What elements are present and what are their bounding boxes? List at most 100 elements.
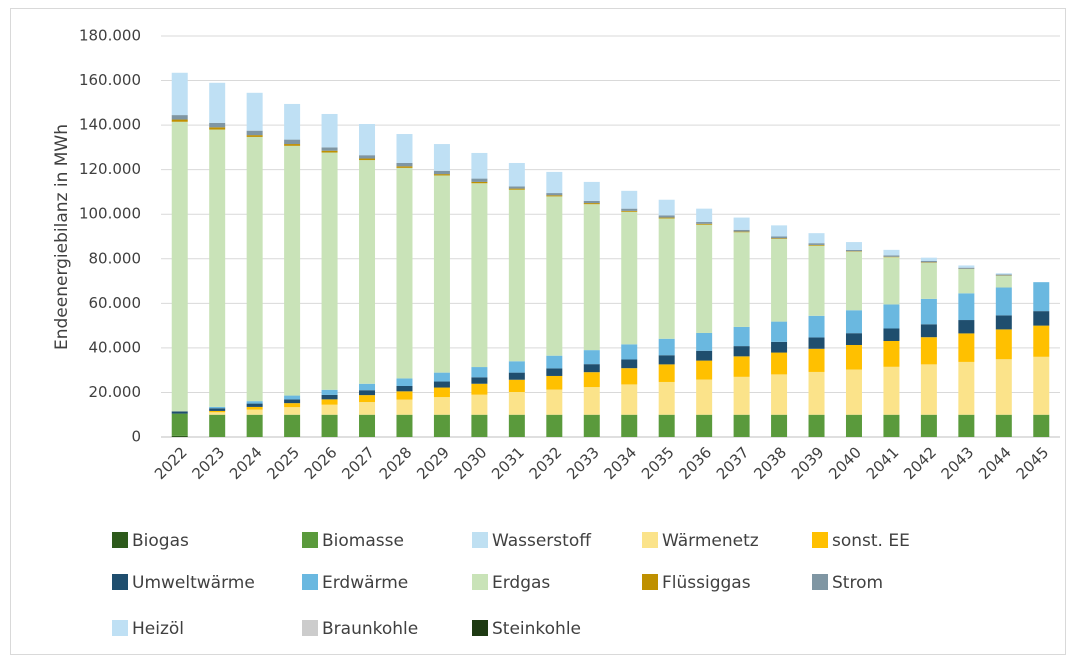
bar-segment — [920, 414, 937, 437]
bar-segment — [958, 361, 975, 415]
legend-label: Biomasse — [322, 531, 404, 551]
bar-segment — [808, 315, 825, 338]
bar-segment — [658, 215, 675, 218]
bar-segment — [658, 414, 675, 437]
legend-label: Biogas — [132, 531, 189, 551]
bar-segment — [396, 385, 413, 392]
bar-segment — [209, 414, 226, 437]
bar-segment — [621, 211, 638, 345]
bar-segment — [359, 155, 376, 159]
bar-segment — [1033, 311, 1050, 326]
bar-segment — [433, 372, 450, 382]
bar-segment — [845, 251, 862, 311]
bar-segment — [958, 269, 975, 294]
bar-segment — [733, 229, 750, 232]
bar-segment — [359, 395, 376, 403]
bar-segment — [508, 372, 525, 380]
bar-segment — [696, 350, 713, 361]
bar-segment — [209, 127, 226, 130]
bar-segment — [658, 355, 675, 365]
bar-segment — [883, 255, 900, 257]
bar-segment — [883, 328, 900, 341]
bar-segment — [808, 371, 825, 415]
bar-segment — [546, 195, 563, 197]
bar-segment — [284, 407, 301, 415]
y-tick-label: 20.000 — [89, 383, 142, 401]
legend-swatch — [112, 620, 128, 636]
bar-segment — [508, 186, 525, 189]
bar-segment — [733, 376, 750, 415]
legend-swatch — [812, 574, 828, 590]
bar-segment — [808, 337, 825, 349]
bar-segment — [621, 190, 638, 209]
bar-segment — [546, 355, 563, 369]
legend-swatch — [472, 532, 488, 548]
bar-segment — [209, 129, 226, 407]
bar-segment — [359, 123, 376, 156]
legend-label: Wasserstoff — [492, 531, 592, 551]
legend-swatch — [302, 532, 318, 548]
bar-segment — [171, 72, 188, 116]
bar-segment — [958, 267, 975, 269]
bar-segment — [583, 181, 600, 201]
bar-segment — [621, 384, 638, 415]
bar-segment — [583, 200, 600, 204]
bar-segment — [658, 381, 675, 415]
bar-segment — [958, 293, 975, 321]
bar-segment — [396, 414, 413, 437]
y-tick-label: 60.000 — [89, 294, 142, 312]
legend-swatch — [112, 574, 128, 590]
bar-segment — [284, 145, 301, 396]
bar-segment — [920, 324, 937, 338]
bar-segment — [995, 414, 1012, 437]
bar-segment — [583, 350, 600, 365]
bar-segment — [771, 374, 788, 415]
legend-swatch — [302, 620, 318, 636]
bar-segment — [583, 204, 600, 351]
bar-segment — [733, 217, 750, 230]
bar-segment — [508, 162, 525, 187]
bar-segment — [508, 361, 525, 373]
bar-segment — [583, 364, 600, 373]
bar-segment — [546, 171, 563, 194]
bar-segment — [321, 152, 338, 390]
legend-label: Heizöl — [132, 619, 184, 639]
bar-segment — [321, 147, 338, 151]
bar-segment — [696, 222, 713, 224]
bar-segment — [171, 411, 188, 414]
bar-segment — [958, 333, 975, 362]
bar-segment — [696, 379, 713, 415]
bar-segment — [808, 244, 825, 246]
bar-segment — [658, 199, 675, 216]
legend-label: Braunkohle — [322, 619, 418, 639]
bar-segment — [246, 401, 263, 404]
bar-segment — [546, 414, 563, 437]
bar-segment — [658, 217, 675, 219]
bar-segment — [658, 364, 675, 382]
bar-segment — [359, 383, 376, 391]
bar-segment — [771, 414, 788, 437]
legend-label: Wärmenetz — [662, 531, 759, 551]
bar-segment — [396, 134, 413, 163]
legend-label: Steinkohle — [492, 619, 581, 639]
bar-segment — [583, 414, 600, 437]
legend-swatch — [472, 574, 488, 590]
bar-segment — [246, 406, 263, 410]
bar-segment — [433, 170, 450, 175]
bar-segment — [621, 344, 638, 360]
bar-segment — [359, 390, 376, 396]
legend-swatch — [472, 620, 488, 636]
bar-segment — [396, 162, 413, 167]
bar-segment — [920, 257, 937, 262]
bar-segment — [508, 379, 525, 392]
bar-segment — [471, 367, 488, 378]
y-tick-label: 160.000 — [79, 71, 141, 89]
bar-segment — [808, 348, 825, 372]
bar-segment — [771, 321, 788, 342]
legend-swatch — [812, 532, 828, 548]
bar-segment — [733, 346, 750, 357]
bar-segment — [883, 366, 900, 415]
bar-segment — [845, 333, 862, 345]
bar-segment — [883, 257, 900, 305]
